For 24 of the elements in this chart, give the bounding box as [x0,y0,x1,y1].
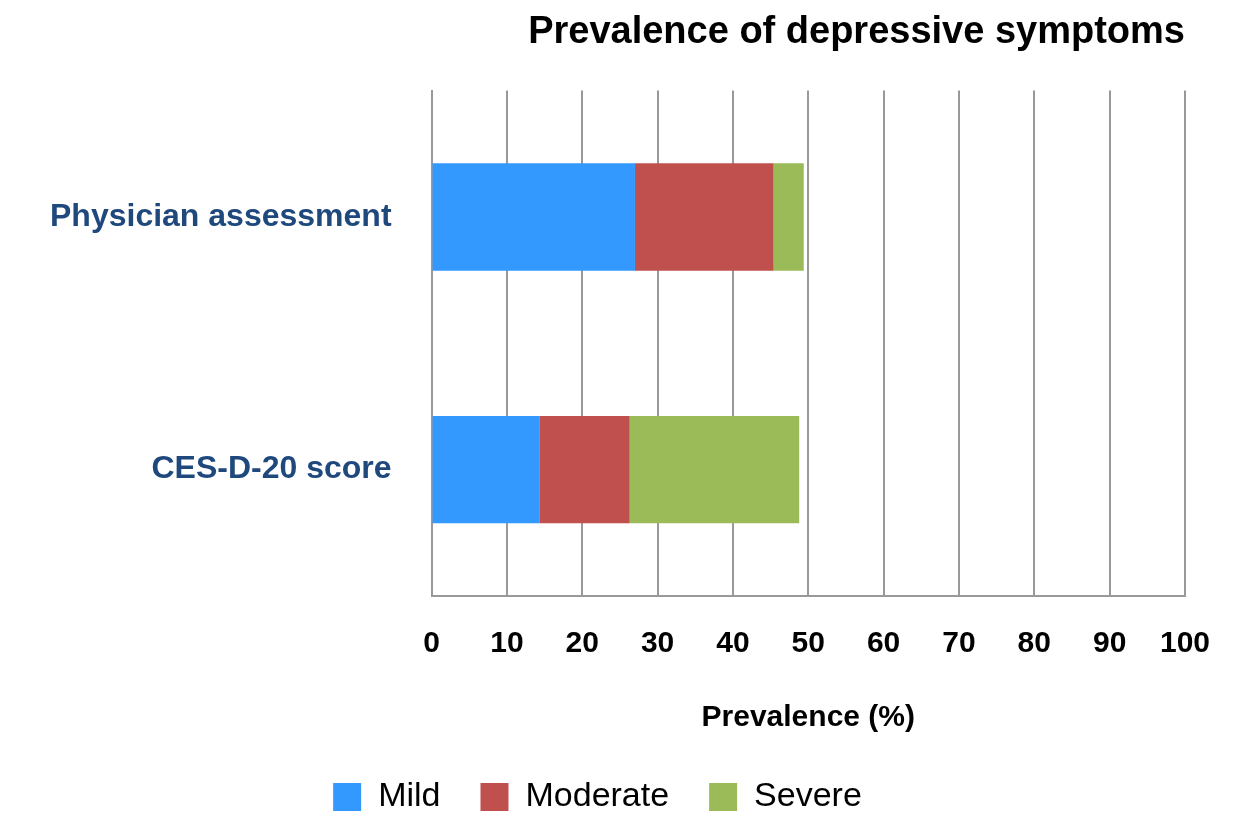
x-tick-label: 90 [1092,625,1127,659]
x-tick-label: 30 [640,625,675,659]
x-tick-label: 10 [490,625,524,659]
legend-label: Severe [754,775,862,814]
legend-label: Moderate [525,775,670,814]
bar [432,163,635,271]
bar [432,415,540,524]
bar [629,415,800,524]
bar [634,163,774,271]
x-tick-label: 0 [423,625,440,659]
x-tick-label: 60 [866,625,901,659]
x-tick-label: 100 [1159,625,1211,659]
x-tick-label: 80 [1017,625,1051,659]
legend-label: Mild [378,775,441,814]
chart-title: Prevalence of depressive symptoms [528,9,1185,52]
bar [539,415,630,524]
y-tick-label: Physician assessment [50,196,392,233]
x-tick-label: 50 [791,625,825,659]
x-axis-title: Prevalence (%) [701,699,915,733]
bar [773,163,804,271]
x-tick-label: 40 [716,625,750,659]
x-tick-label: 20 [565,625,599,659]
y-tick-label: CES-D-20 score [151,449,392,486]
x-tick-label: 70 [942,625,976,659]
